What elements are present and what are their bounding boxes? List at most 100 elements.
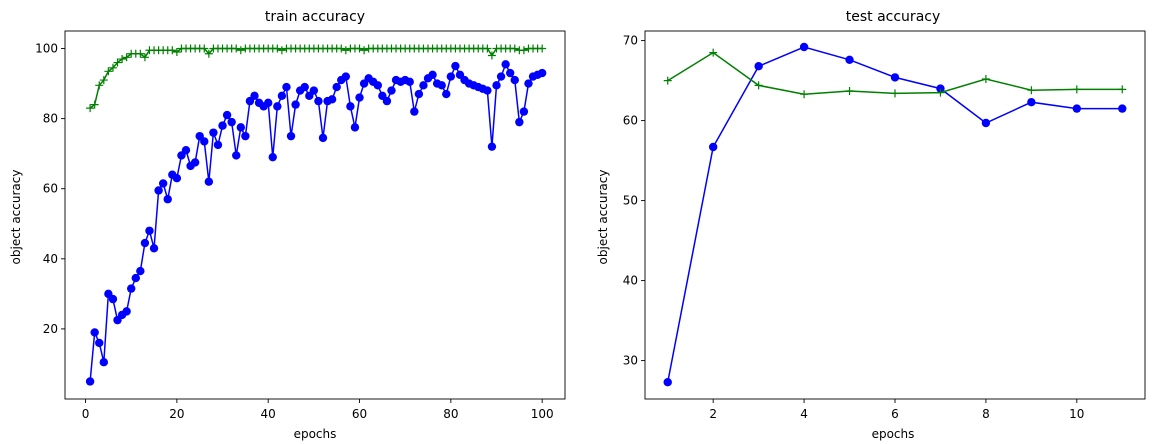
data-point [200, 44, 209, 53]
x-tick-label: 6 [891, 407, 899, 421]
data-point [492, 81, 501, 90]
data-point [113, 58, 122, 67]
data-point [414, 89, 424, 99]
y-tick-label: 60 [43, 182, 58, 196]
data-point [218, 121, 227, 130]
data-point [122, 53, 131, 62]
data-point [332, 82, 341, 92]
x-tick-label: 40 [261, 407, 276, 421]
data-point [446, 72, 456, 81]
data-point [200, 137, 209, 146]
data-point [799, 42, 809, 52]
data-point [981, 118, 991, 128]
axes-frame [64, 30, 566, 400]
data-point [172, 48, 181, 57]
data-point [360, 46, 369, 55]
test-accuracy-chart: test accuracy epochs object accuracy 2 4 6… [596, 9, 1146, 441]
data-point [163, 195, 172, 204]
data-point [1118, 104, 1127, 113]
y-tick-label: 50 [623, 194, 638, 208]
data-point [236, 123, 245, 132]
x-axis-label: epochs [872, 427, 915, 441]
data-point [209, 128, 218, 137]
data-point [1027, 98, 1036, 107]
data-point [510, 75, 519, 85]
data-point [845, 87, 854, 95]
data-point [90, 328, 99, 337]
chart-title: train accuracy [265, 9, 365, 25]
data-point [506, 68, 515, 78]
data-point [204, 177, 214, 186]
train-accuracy-chart: train accuracy epochs object accuracy 0 2… [9, 9, 566, 441]
data-point [663, 76, 672, 85]
data-point [95, 81, 104, 90]
data-point [442, 89, 451, 99]
data-point [99, 358, 109, 367]
data-point [337, 44, 346, 53]
data-point [524, 79, 533, 88]
data-point [300, 82, 309, 92]
data-point [451, 61, 460, 71]
data-point [327, 95, 337, 104]
data-point [181, 145, 191, 155]
y-tick-label: 100 [35, 42, 58, 56]
data-point [145, 226, 154, 235]
data-point [355, 93, 364, 102]
data-point [382, 96, 392, 106]
y-tick-label: 20 [43, 322, 58, 336]
data-point [318, 133, 328, 143]
data-point [428, 70, 437, 80]
data-point [154, 186, 163, 195]
y-tick-label: 60 [623, 114, 638, 128]
x-tick-label: 60 [352, 407, 367, 421]
data-point [341, 72, 351, 81]
y-axis-label: object accuracy [9, 170, 23, 265]
data-point [754, 61, 763, 71]
y-tick-label: 40 [43, 252, 58, 266]
data-point [754, 81, 763, 90]
data-point [538, 44, 547, 53]
data-point [232, 151, 241, 160]
chart-title: test accuracy [846, 9, 941, 25]
data-point [172, 174, 182, 183]
data-point [241, 131, 250, 141]
data-point [213, 140, 223, 150]
data-point [168, 46, 177, 55]
plot-area: 2 4 6 8 10 30 40 50 60 70 [623, 30, 1146, 421]
data-point [419, 81, 428, 90]
data-point [250, 91, 259, 101]
data-point [845, 55, 854, 64]
data-point [355, 44, 364, 53]
data-point [501, 60, 510, 69]
plot-area: 0 20 40 60 80 100 20 40 60 80 100 [35, 30, 566, 421]
data-point [86, 104, 95, 113]
data-point [108, 294, 118, 304]
data-point [273, 102, 282, 111]
data-point [373, 81, 382, 90]
data-point [1072, 85, 1081, 94]
data-point [350, 123, 360, 132]
data-point [236, 46, 245, 55]
data-point [158, 179, 168, 188]
data-point [891, 89, 899, 98]
data-point [273, 44, 282, 53]
data-point [136, 266, 145, 276]
data-point [232, 44, 241, 53]
data-point [127, 284, 136, 293]
data-point [708, 142, 718, 152]
x-tick-label: 2 [709, 407, 717, 421]
x-tick-label: 0 [82, 407, 90, 421]
data-point [515, 117, 524, 127]
data-point [118, 55, 127, 64]
data-point [90, 100, 99, 109]
data-point [709, 48, 718, 57]
data-point [277, 91, 287, 101]
data-point [341, 46, 350, 55]
data-point [437, 81, 446, 90]
data-point [85, 377, 95, 386]
data-point [890, 73, 900, 82]
data-point [483, 44, 492, 53]
data-point [981, 75, 990, 83]
